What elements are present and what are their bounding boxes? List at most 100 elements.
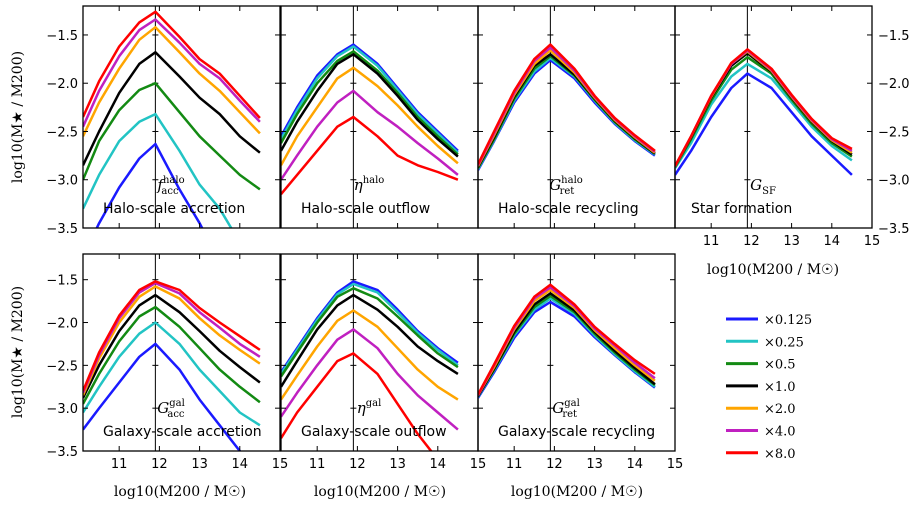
panel-galaxy-scale-accretion: 11 12 13 14 15 −1.5 −2.0 −2.5 −3.0 −3.5 Ggal acc Gal…: [46, 253, 289, 472]
panel-galaxy-scale-recycling: 11 12 13 14 15 Ggal ret Galaxy-scale recycling: [477, 253, 684, 472]
x-tick-label: 14: [430, 457, 447, 472]
series-line-×2.0: [83, 25, 261, 137]
x-tick-label: 15: [470, 457, 487, 472]
x-tick-label: 12: [546, 457, 563, 472]
y-axis-label: log10(M★ / M200): [10, 51, 26, 183]
panel-title: Star formation: [691, 201, 792, 217]
series-line-×0.125: [281, 43, 459, 152]
y-tick-label: −2.5: [878, 125, 910, 140]
parameter-label: Ggal ret: [552, 398, 580, 420]
y-tick-label: −3.5: [46, 445, 78, 460]
x-tick-label: 15: [667, 457, 684, 472]
series-line-×0.25: [83, 321, 261, 427]
legend-label: ×0.125: [764, 313, 812, 328]
panel-halo-scale-outflow: ηhalo Halo-scale outflow: [280, 5, 479, 229]
legend-entry: ×0.25: [726, 335, 804, 350]
panel-title: Galaxy-scale recycling: [498, 424, 655, 440]
series-line-×0.5: [281, 50, 459, 156]
series-line-×8.0: [675, 48, 853, 167]
x-tick-label: 15: [864, 234, 881, 249]
series-line-×0.125: [95, 142, 204, 228]
panel-frame: [477, 253, 676, 452]
parameter-label: GSF: [750, 176, 776, 197]
x-tick-label: 12: [349, 457, 366, 472]
series-line-×0.5: [83, 305, 261, 405]
x-axis-label: log10(M200 / M☉): [707, 262, 839, 278]
series-line-×2.0: [281, 309, 459, 401]
series-line-×0.25: [83, 112, 233, 228]
y-tick-label: −2.0: [46, 317, 78, 332]
legend-entry: ×0.125: [726, 313, 812, 328]
panel-title: Halo-scale outflow: [301, 201, 430, 217]
series-line-×8.0: [478, 283, 656, 396]
y-tick-label: −1.5: [46, 29, 78, 44]
x-tick-label: 11: [111, 457, 128, 472]
x-axis-label: log10(M200 / M☉): [511, 484, 643, 500]
legend-label: ×4.0: [764, 425, 796, 440]
x-tick-label: 14: [232, 457, 249, 472]
parameter-label: Ggal acc: [157, 398, 185, 420]
legend-label: ×1.0: [764, 380, 796, 395]
series-line-×0.125: [83, 342, 242, 451]
panel-halo-scale-accretion: −1.5 −2.0 −2.5 −3.0 −3.5 fhalo acc Halo-scale a…: [46, 5, 281, 237]
series-line-×4.0: [83, 18, 261, 128]
series-line-×8.0: [83, 280, 261, 392]
panel-frame: [82, 5, 281, 229]
x-tick-label: 13: [389, 457, 406, 472]
y-tick-label: −3.5: [878, 222, 910, 237]
panel-title: Galaxy-scale outflow: [301, 424, 447, 440]
series-line-×0.5: [83, 81, 261, 191]
parameter-label: fhalo acc: [156, 175, 184, 197]
series-line-×0.25: [281, 282, 459, 375]
series-line-×4.0: [281, 328, 459, 431]
x-tick-label: 13: [191, 457, 208, 472]
panel-title: Halo-scale recycling: [498, 201, 639, 217]
error-bar: [547, 6, 554, 228]
series-line-×8.0: [478, 43, 656, 165]
parameter-label: ηgal: [357, 398, 382, 417]
y-tick-label: −3.5: [46, 222, 78, 237]
error-bar: [744, 6, 751, 228]
series-line-×2.0: [83, 285, 261, 396]
series-line-×4.0: [281, 89, 459, 181]
x-tick-label: 15: [272, 457, 289, 472]
y-tick-label: −3.0: [878, 174, 910, 189]
panel-star-formation: 11 12 13 14 15 −1.5 −2.0 −2.5 −3.0 −3.5 GSF Star fo…: [674, 5, 910, 249]
series-line-×2.0: [281, 66, 459, 166]
series-line-×1.0: [281, 53, 459, 158]
error-bar: [547, 254, 554, 451]
legend-entry: ×1.0: [726, 380, 796, 395]
series-line-×0.125: [675, 72, 853, 176]
x-tick-label: 11: [703, 234, 720, 249]
x-tick-label: 11: [309, 457, 326, 472]
y-tick-label: −2.0: [878, 77, 910, 92]
panel-title: Halo-scale accretion: [103, 201, 245, 217]
series-line-×0.25: [281, 45, 459, 154]
legend-entry: ×2.0: [726, 402, 796, 417]
y-tick-label: −3.0: [46, 402, 78, 417]
legend-entry: ×0.5: [726, 358, 796, 373]
x-tick-label: 14: [627, 457, 644, 472]
legend-entry: ×4.0: [726, 425, 796, 440]
series-line-×1.0: [281, 293, 459, 388]
y-tick-label: −2.5: [46, 359, 78, 374]
legend-label: ×2.0: [764, 402, 796, 417]
series-line-×1.0: [83, 51, 261, 166]
x-axis-label: log10(M200 / M☉): [114, 484, 246, 500]
y-tick-label: −1.5: [878, 29, 910, 44]
y-tick-label: −2.0: [46, 77, 78, 92]
y-axis-label: log10(M★ / M200): [10, 286, 26, 418]
series-line-×1.0: [83, 293, 261, 399]
y-tick-label: −2.5: [46, 125, 78, 140]
legend-label: ×0.5: [764, 358, 796, 373]
x-tick-label: 13: [783, 234, 800, 249]
legend-entry: ×8.0: [726, 447, 796, 462]
series-line-×0.5: [281, 287, 459, 378]
series-line-×8.0: [281, 115, 459, 196]
series-line-×0.25: [675, 62, 853, 169]
x-tick-label: 12: [151, 457, 168, 472]
panel-frame: [82, 253, 281, 452]
parameter-label: ηhalo: [354, 175, 385, 194]
series-line-×8.0: [281, 352, 433, 451]
